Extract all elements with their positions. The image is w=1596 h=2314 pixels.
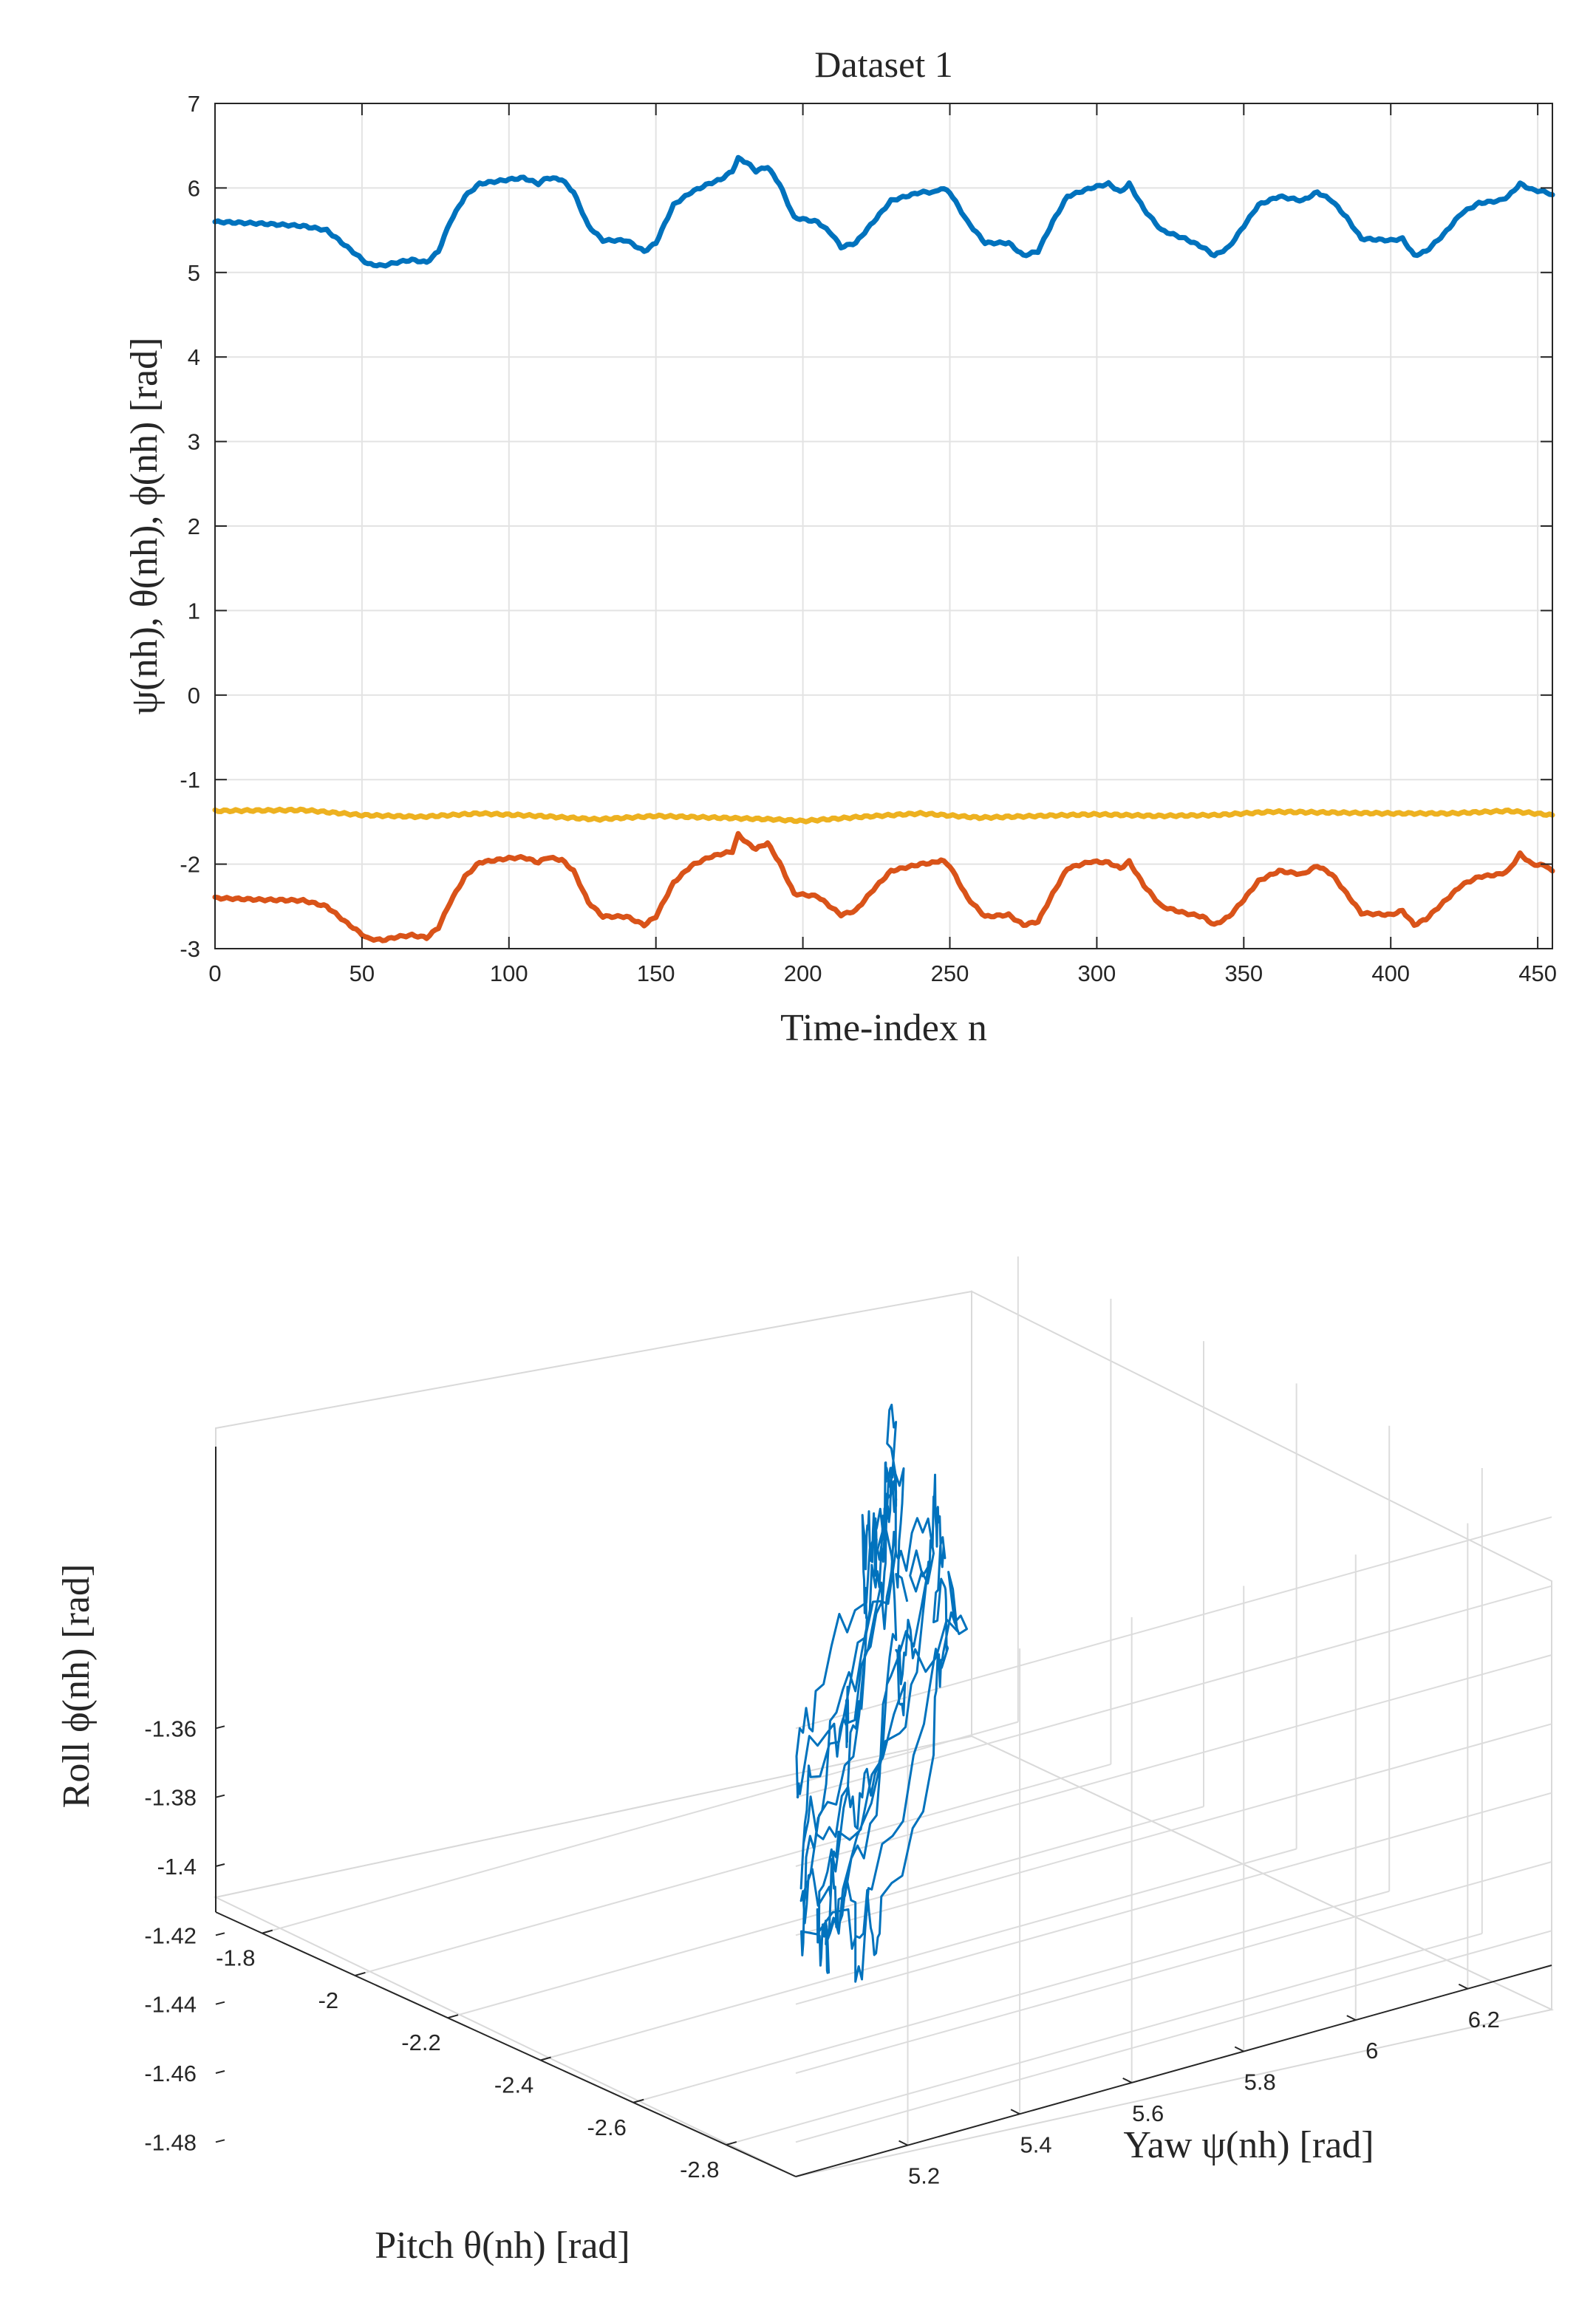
- roll-tick-label: -1.48: [144, 2129, 197, 2155]
- yaw-tick: [1122, 2077, 1133, 2083]
- y-tick-label: 7: [188, 91, 200, 117]
- roll-grid-line: [795, 1792, 1552, 2005]
- roll-axis-label: Roll ϕ(nh) [rad]: [55, 1564, 98, 1809]
- pitch-grid-line: [632, 1890, 1390, 2103]
- 3d-axes: [215, 1447, 1552, 2177]
- x-tick-label: 150: [637, 960, 675, 986]
- yaw-tick: [1010, 2109, 1020, 2115]
- x-tick-label: 350: [1224, 960, 1263, 986]
- roll-tick: [215, 2001, 225, 2005]
- x-tick-label: 50: [349, 960, 375, 986]
- y-tick-labels: -3 -2 -1 0 1 2 3 4 5 6 7: [180, 91, 200, 962]
- roll-tick-label: -1.4: [157, 1854, 197, 1880]
- floor: [213, 1735, 1555, 2178]
- pitch-grid-line: [726, 1933, 1483, 2146]
- roll-tick: [215, 1863, 225, 1867]
- pitch-tick: [447, 2014, 459, 2019]
- pitch-axis-line: [215, 1911, 797, 2177]
- x-tick-label: 400: [1371, 960, 1410, 986]
- x-tick-label: 200: [784, 960, 822, 986]
- yaw-tick: [898, 2140, 909, 2146]
- chart-title: Dataset 1: [814, 44, 952, 85]
- y-tick-label: 2: [188, 513, 200, 539]
- yaw-series-line: [212, 154, 1555, 269]
- yaw-tick: [1234, 2046, 1244, 2052]
- yaw-tick-labels: 5.2 5.4 5.6 5.8 6 6.2: [908, 2007, 1500, 2189]
- series-lines: [212, 154, 1555, 943]
- roll-tick: [215, 2070, 225, 2074]
- roll-tick: [215, 1932, 225, 1936]
- trajectory-3d-chart: -1.36-1.38-1.4-1.42-1.44-1.46-1.48 -1.8-…: [55, 1256, 1555, 2267]
- pitch-tick-label: -2.8: [680, 2157, 719, 2182]
- pitch-tick-labels: -1.8 -2 -2.2 -2.4 -2.6 -2.8: [216, 1945, 719, 2182]
- yaw-axis-line: [795, 1965, 1552, 2177]
- pitch-tick: [262, 1929, 273, 1934]
- yaw-axis-label: Yaw ψ(nh) [rad]: [1123, 2124, 1374, 2166]
- y-axis-label: ψ(nh), θ(nh), ϕ(nh) [rad]: [123, 338, 166, 715]
- yaw-tick-label: 5.2: [908, 2163, 940, 2189]
- trajectory-line: [795, 1403, 968, 1983]
- y-tick-label: -2: [180, 852, 200, 878]
- roll-grid-line: [795, 1516, 1552, 1730]
- tick-marks: [214, 103, 1552, 949]
- 3d-tick-marks: [215, 1725, 1468, 2146]
- y-tick-label: 0: [188, 683, 200, 709]
- roll-grid-line: [795, 1723, 1552, 1936]
- y-tick-label: -3: [180, 936, 200, 962]
- x-tick-label: 250: [931, 960, 969, 986]
- y-tick-label: 5: [188, 260, 200, 286]
- y-tick-label: 3: [188, 429, 200, 455]
- pitch-tick-label: -1.8: [216, 1945, 255, 1971]
- roll-grid-line: [795, 1930, 1552, 2143]
- pitch-tick: [632, 2098, 644, 2103]
- x-tick-label: 450: [1518, 960, 1557, 986]
- y-tick-label: 1: [188, 598, 200, 624]
- y-tick-label: 4: [188, 344, 200, 370]
- roll-grid-line: [795, 1861, 1552, 2074]
- roll-tick-label: -1.44: [144, 1992, 197, 2018]
- pitch-grid-line: [262, 1721, 1019, 1934]
- pitch-series-line: [212, 830, 1555, 943]
- pitch-grid-line: [447, 1806, 1204, 2019]
- pitch-tick-label: -2: [318, 1987, 339, 2013]
- 3d-box: [213, 1290, 1555, 2178]
- pitch-tick-label: -2.2: [401, 2030, 440, 2055]
- pitch-tick: [540, 2056, 551, 2061]
- roll-tick-label: -1.46: [144, 2061, 197, 2086]
- x-tick-label: 100: [490, 960, 528, 986]
- roll-tick: [215, 1725, 225, 1730]
- roll-grid-line: [795, 1654, 1552, 1867]
- x-tick-label: 300: [1078, 960, 1116, 986]
- yaw-tick-label: 5.6: [1132, 2100, 1164, 2126]
- roll-tick-label: -1.38: [144, 1785, 197, 1811]
- z-tick-labels: -1.36 -1.38 -1.4 -1.42 -1.44 -1.46 -1.48: [144, 1716, 197, 2155]
- pitch-grid-line: [355, 1763, 1111, 1976]
- y-tick-label: -1: [180, 767, 200, 793]
- pitch-axis-label: Pitch θ(nh) [rad]: [375, 2225, 630, 2267]
- x-tick-labels: 0 50 100 150 200 250 300 350 400 450: [208, 960, 1557, 986]
- roll-series-line: [212, 806, 1555, 825]
- 3d-grid-lines: [262, 1256, 1552, 2146]
- x-axis-label: Time-index n: [780, 1007, 987, 1049]
- pitch-tick-label: -2.6: [587, 2115, 626, 2140]
- yaw-tick-label: 6.2: [1468, 2007, 1500, 2033]
- yaw-tick-label: 5.8: [1244, 2069, 1276, 2095]
- yaw-tick: [1458, 1983, 1468, 1990]
- roll-tick-label: -1.42: [144, 1922, 197, 1948]
- pitch-tick: [726, 2141, 737, 2146]
- yaw-tick-label: 6: [1365, 2038, 1378, 2064]
- time-series-chart: 0 50 100 150 200 250 300 350 400 450 -3 -2 -1 0 1 2 3 4 5…: [123, 44, 1557, 1049]
- roll-tick-label: -1.36: [144, 1716, 197, 1741]
- yaw-tick-label: 5.4: [1020, 2132, 1052, 2157]
- yaw-tick: [1346, 2015, 1357, 2021]
- pitch-tick: [355, 1971, 366, 1976]
- x-tick-label: 0: [208, 960, 221, 986]
- roll-tick: [215, 1794, 225, 1798]
- roll-tick: [215, 2139, 225, 2143]
- pitch-grid-line: [540, 1848, 1297, 2061]
- roll-grid-line: [795, 1585, 1552, 1798]
- pitch-tick-label: -2.4: [494, 2072, 533, 2098]
- y-tick-label: 6: [188, 175, 200, 201]
